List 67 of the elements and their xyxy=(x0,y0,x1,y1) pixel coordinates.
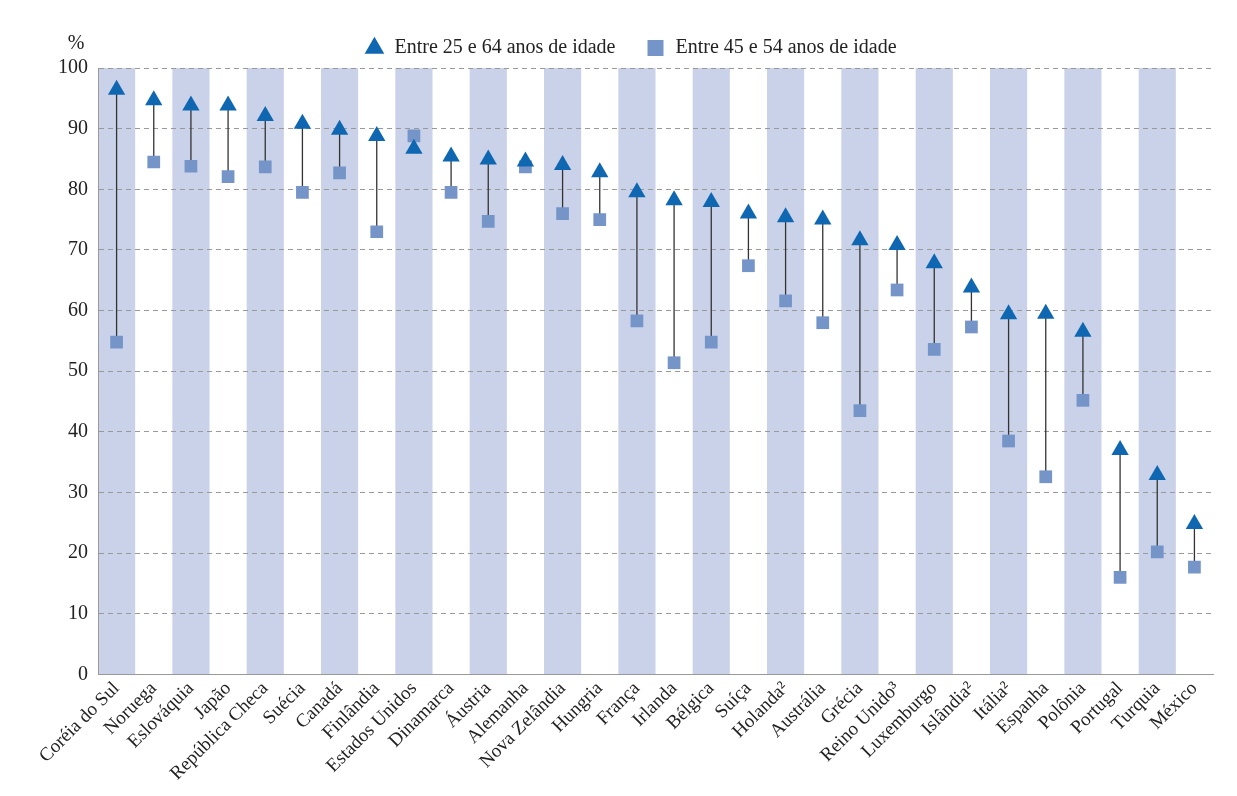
point xyxy=(925,253,943,269)
point xyxy=(814,209,832,225)
point xyxy=(591,162,609,178)
point xyxy=(182,95,200,111)
point xyxy=(553,155,572,171)
point xyxy=(481,215,495,228)
point xyxy=(479,149,497,165)
point xyxy=(333,166,346,180)
point xyxy=(330,119,349,135)
point xyxy=(219,95,237,111)
point xyxy=(1076,393,1090,407)
y-tick-label: 60 xyxy=(68,297,88,320)
point xyxy=(1113,571,1127,584)
point xyxy=(221,170,235,183)
point xyxy=(296,185,309,199)
point xyxy=(368,125,386,141)
point xyxy=(1002,434,1015,448)
point xyxy=(516,151,535,167)
point xyxy=(110,335,123,349)
point xyxy=(962,277,981,293)
point xyxy=(405,138,423,154)
y-tick-label: 70 xyxy=(68,237,88,260)
point xyxy=(702,192,720,208)
y-tick-label: 100 xyxy=(58,55,88,78)
point xyxy=(628,182,646,198)
point xyxy=(776,207,795,223)
y-tick-label: 50 xyxy=(68,358,88,381)
point xyxy=(258,160,272,174)
point xyxy=(444,185,458,199)
y-tick-label: 90 xyxy=(68,115,88,138)
legend-label: Entre 25 e 64 anos de idade xyxy=(394,35,616,58)
point xyxy=(888,235,906,251)
point xyxy=(739,203,758,219)
point xyxy=(1150,545,1164,559)
point xyxy=(1039,470,1053,484)
point xyxy=(370,225,384,239)
point xyxy=(667,356,681,370)
y-tick-label: 40 xyxy=(68,419,88,442)
point xyxy=(293,113,312,129)
y-axis-title: % xyxy=(67,31,85,54)
point xyxy=(556,207,569,220)
point xyxy=(927,343,941,356)
point xyxy=(816,316,830,330)
point xyxy=(107,79,126,95)
point xyxy=(665,190,683,206)
point xyxy=(742,259,755,273)
y-tick-label: 80 xyxy=(68,176,88,199)
point xyxy=(256,105,274,121)
point xyxy=(184,159,198,173)
point xyxy=(145,90,163,106)
point xyxy=(965,320,978,334)
point xyxy=(147,155,161,169)
y-tick-label: 30 xyxy=(68,479,88,502)
y-tick-label: 10 xyxy=(68,601,88,624)
point xyxy=(1111,440,1129,456)
point xyxy=(1188,560,1201,574)
point xyxy=(853,404,867,418)
point xyxy=(704,335,718,349)
point xyxy=(779,294,792,308)
point xyxy=(999,304,1018,320)
point xyxy=(442,146,460,162)
y-tick-label: 20 xyxy=(68,540,88,563)
y-tick-label: 0 xyxy=(78,661,88,684)
point xyxy=(1037,303,1055,319)
point xyxy=(593,213,607,226)
point xyxy=(851,230,869,246)
legend-label: Entre 45 e 54 anos de idade xyxy=(675,35,897,58)
